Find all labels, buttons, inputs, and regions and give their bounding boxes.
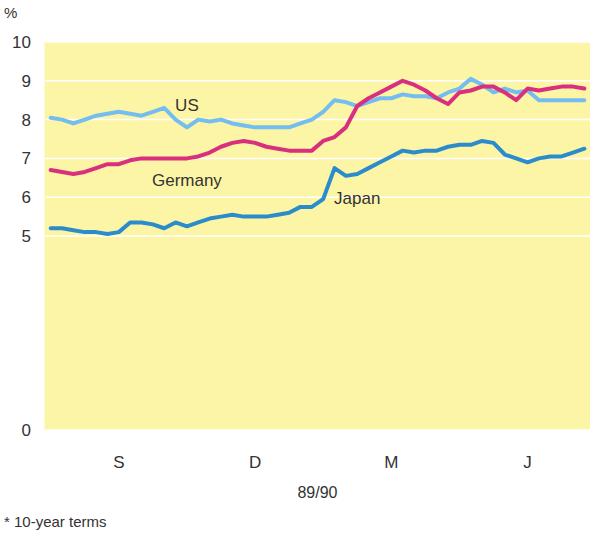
x-tick-label: D [249,453,261,472]
series-label: US [175,96,199,115]
grid-line [45,429,590,431]
grid-line [45,158,590,160]
y-tick-label: 5 [22,227,31,246]
y-axis [45,42,46,430]
y-tick-label: 0 [22,421,31,440]
y-tick-label: 6 [22,188,31,207]
series-label: Germany [152,171,222,190]
series-line [51,141,585,234]
grid-line [45,119,590,121]
y-axis-label: % [4,4,17,21]
series-label: Japan [334,189,380,208]
series-group [51,79,585,234]
grid-line [45,196,590,198]
x-axis-label: 89/90 [297,484,337,501]
y-tick-label: 10 [12,33,31,52]
y-tick-label: 9 [22,72,31,91]
plot-area [45,42,590,430]
grid-line [45,235,590,237]
x-tick-label: J [523,453,532,472]
x-tick-label: M [384,453,398,472]
y-tick-label: 7 [22,149,31,168]
x-tick-label: S [113,453,124,472]
footnote: * 10-year terms [4,513,107,530]
y-tick-label: 8 [22,111,31,130]
grid-line [45,80,590,82]
series-line [51,81,585,174]
series-line [51,79,585,128]
grid-line [45,41,590,43]
chart: 0 5 6 7 8 9 10 S D M J US Germany Japan% 89/90 * 10-yea… [0,0,600,537]
